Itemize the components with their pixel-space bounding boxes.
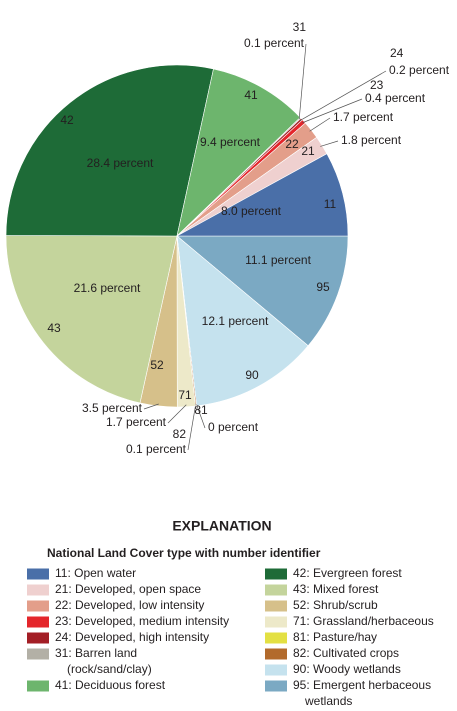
legend-swatch <box>265 664 287 676</box>
legend-label: 82: Cultivated crops <box>293 646 399 660</box>
legend-label: 52: Shrub/scrub <box>293 598 378 612</box>
slice-code: 71 <box>178 388 192 402</box>
pie-slice <box>176 235 349 347</box>
pie-slice <box>176 235 309 407</box>
legend-swatch <box>265 600 287 612</box>
slice-code: 81 <box>194 403 208 417</box>
leader-line <box>187 403 197 451</box>
slice-code: 23 <box>370 78 384 92</box>
value-label: 0.1 percent <box>126 442 187 456</box>
legend-label: 22: Developed, low intensity <box>55 598 204 612</box>
pie-slice <box>176 68 301 237</box>
value-label: 28.4 percent <box>87 156 154 170</box>
value-label: 12.1 percent <box>202 314 269 328</box>
leader-line <box>320 140 339 147</box>
legend-label: 81: Pasture/hay <box>293 630 377 644</box>
value-label: 0 percent <box>208 420 259 434</box>
legend-swatch <box>265 584 287 596</box>
legend-label: (rock/sand/clay) <box>67 662 152 676</box>
legend-swatch <box>265 648 287 660</box>
legend-swatch <box>265 632 287 644</box>
slice-code: 31 <box>293 20 307 34</box>
leader-line <box>143 403 159 410</box>
pie-slice <box>5 235 178 404</box>
value-label: 1.7 percent <box>333 110 394 124</box>
slice-code: 21 <box>301 144 315 158</box>
legend-label: 31: Barren land <box>55 646 137 660</box>
slice-code: 52 <box>150 358 164 372</box>
value-label: 1.8 percent <box>341 133 402 147</box>
legend-swatch <box>27 616 49 628</box>
slice-code: 82 <box>173 427 187 441</box>
value-label: 0.1 percent <box>244 36 305 50</box>
legend-swatch <box>27 648 49 660</box>
legend-label: 21: Developed, open space <box>55 582 201 596</box>
legend-swatch <box>27 680 49 692</box>
legend-swatch <box>27 568 49 580</box>
legend-label: 71: Grassland/herbaceous <box>293 614 434 628</box>
legend-label: 11: Open water <box>55 566 136 580</box>
legend-label: wetlands <box>304 694 352 708</box>
value-label: 0.2 percent <box>389 63 450 77</box>
legend-label: 95: Emergent herbaceous <box>293 678 431 692</box>
slice-code: 11 <box>324 197 337 211</box>
leader-line <box>195 403 206 429</box>
legend-swatch <box>27 600 49 612</box>
leader-line <box>298 43 307 120</box>
legend-swatch <box>265 568 287 580</box>
leader-line <box>302 98 363 124</box>
legend-label: 42: Evergreen forest <box>293 566 402 580</box>
value-label: 8.0 percent <box>221 204 282 218</box>
leader-line <box>300 70 387 121</box>
slice-code: 22 <box>285 137 299 151</box>
slice-code: 95 <box>316 280 330 294</box>
slice-code: 43 <box>47 321 61 335</box>
legend-swatch <box>27 632 49 644</box>
legend-title: EXPLANATION <box>172 518 271 534</box>
slice-code: 41 <box>244 88 258 102</box>
pie-slice <box>176 153 349 237</box>
legend-label: 24: Developed, high intensity <box>55 630 209 644</box>
legend-swatch <box>265 616 287 628</box>
legend-label: 90: Woody wetlands <box>293 662 401 676</box>
value-label: 0.4 percent <box>365 91 426 105</box>
legend-swatch <box>27 584 49 596</box>
legend-subtitle: National Land Cover type with number ide… <box>47 546 321 560</box>
slice-code: 42 <box>60 113 74 127</box>
leader-line <box>167 404 187 424</box>
legend-label: 43: Mixed forest <box>293 582 379 596</box>
value-label: 21.6 percent <box>74 281 141 295</box>
pie-slice <box>5 64 214 237</box>
value-label: 1.7 percent <box>106 415 167 429</box>
slice-code: 24 <box>390 46 404 60</box>
value-label: 9.4 percent <box>200 135 261 149</box>
legend-swatch <box>265 680 287 692</box>
slice-code: 90 <box>245 368 259 382</box>
leader-line <box>309 117 331 132</box>
legend-label: 23: Developed, medium intensity <box>55 614 229 628</box>
legend-label: 41: Deciduous forest <box>55 678 166 692</box>
value-label: 3.5 percent <box>82 401 143 415</box>
value-label: 11.1 percent <box>245 253 311 267</box>
